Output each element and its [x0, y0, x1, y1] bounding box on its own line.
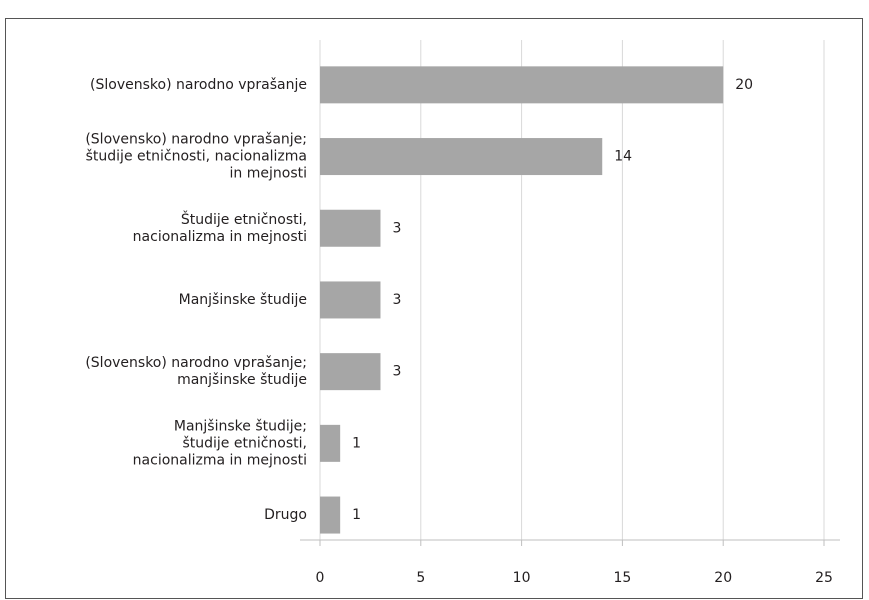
bar [320, 424, 341, 462]
x-tick-label: 0 [316, 570, 325, 586]
bar [320, 66, 724, 104]
x-tick-label: 10 [513, 570, 531, 586]
y-tick-label: (Slovensko) narodno vprašanje; manjšinske… [85, 355, 307, 388]
chart-frame [5, 18, 863, 599]
value-label: 20 [735, 77, 753, 93]
value-label: 1 [352, 435, 361, 451]
y-tick-label: Manjšinske študije; študije etničnosti, na… [133, 418, 307, 468]
value-label: 3 [392, 364, 401, 380]
x-tick-label: 15 [613, 570, 631, 586]
bar [320, 138, 603, 176]
value-label: 3 [392, 292, 401, 308]
y-tick-label: Manjšinske študije [179, 292, 307, 308]
y-tick-label: Drugo [264, 507, 307, 523]
y-tick-label: (Slovensko) narodno vprašanje [90, 77, 307, 93]
y-tick-label: Študije etničnosti, nacionalizma in mejno… [133, 210, 307, 245]
value-label: 14 [614, 149, 632, 165]
bar [320, 281, 381, 319]
value-label: 3 [392, 220, 401, 236]
x-tick-label: 25 [815, 570, 833, 586]
bar [320, 209, 381, 247]
bar [320, 496, 341, 534]
x-tick-label: 20 [714, 570, 732, 586]
bar [320, 353, 381, 391]
x-tick-label: 5 [416, 570, 425, 586]
y-tick-label: (Slovensko) narodno vprašanje; študije et… [85, 132, 307, 182]
value-label: 1 [352, 507, 361, 523]
